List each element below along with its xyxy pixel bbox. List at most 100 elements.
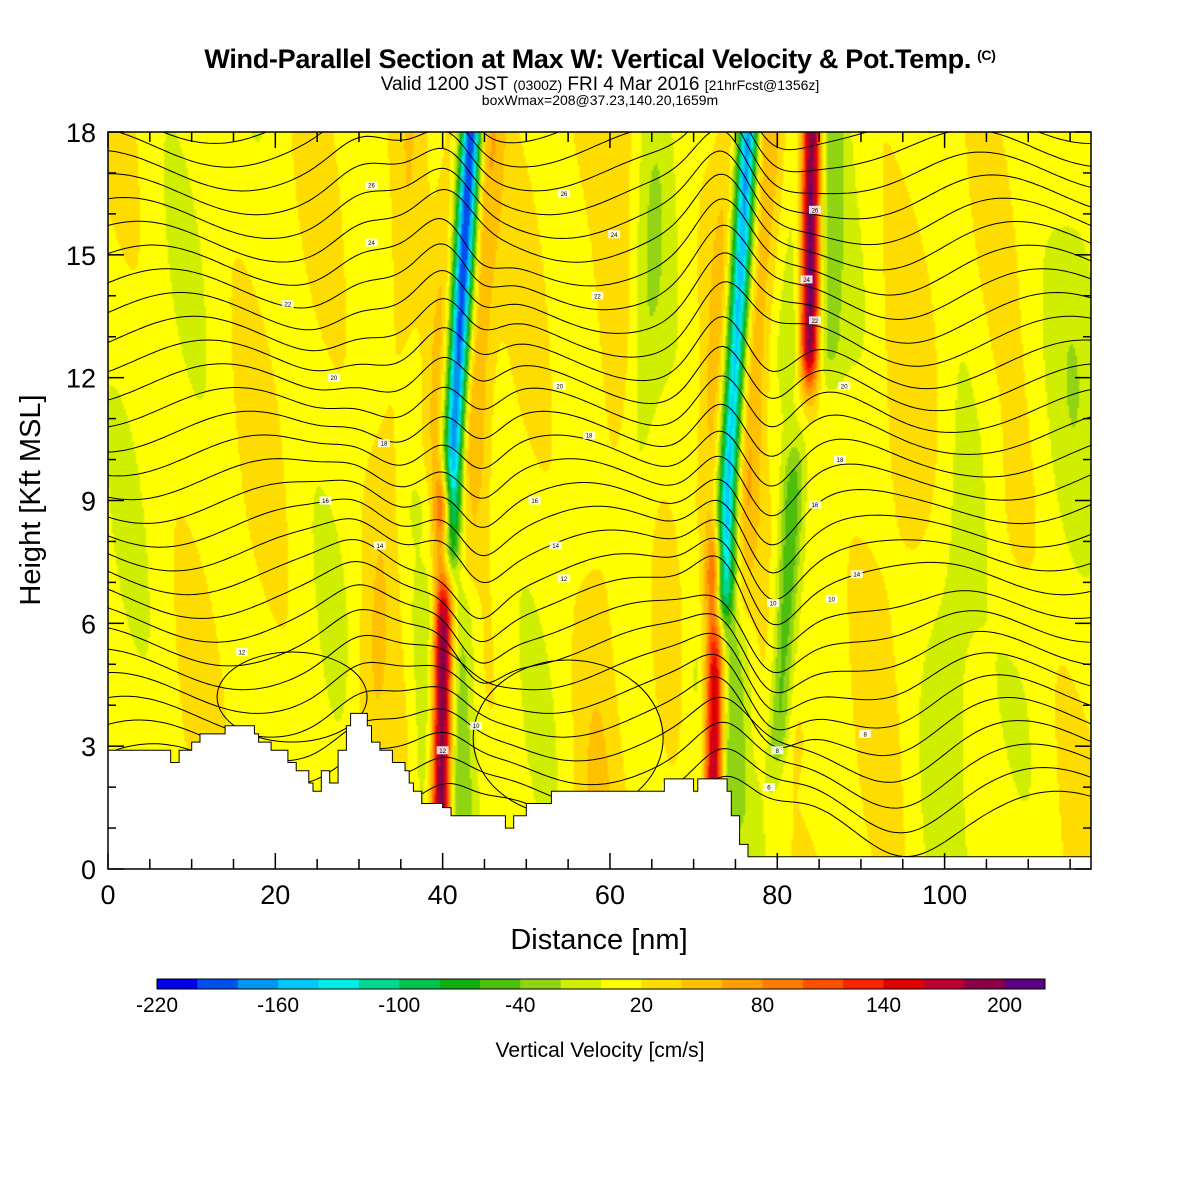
isentrope-line: [108, 173, 1091, 271]
isentrope-line: [108, 316, 1091, 390]
chart-subtitle: Valid 1200 JST (0300Z) FRI 4 Mar 2016 [2…: [380, 74, 820, 95]
isentrope-label: 20: [838, 381, 851, 390]
svg-text:8: 8: [863, 732, 867, 738]
isentrope-line: [108, 632, 1091, 713]
isentrope-line: [108, 537, 1091, 626]
svg-text:16: 16: [812, 503, 819, 509]
colorbar-swatch: [439, 979, 481, 989]
isentrope-label: 20: [327, 373, 340, 382]
isentrope-line: [108, 281, 1091, 367]
isentrope-label: 22: [591, 291, 604, 300]
svg-text:26: 26: [368, 184, 375, 190]
colorbar-swatch: [641, 979, 683, 989]
colorbar-swatch: [157, 979, 198, 989]
colorbar-tick-label: 80: [751, 994, 774, 1017]
colorbar-labels: -220 -160 -100 -40 20 80 140 200: [136, 994, 1022, 1017]
isentrope-line: [108, 518, 1091, 601]
isentrope-line: [108, 478, 1091, 546]
y-axis-label: Height [Kft MSL]: [15, 394, 47, 605]
isentrope-labels: 26 24 26 24 26 24 22 22 22 20 20 20 18 18 18 16 16 16 14 14…: [235, 181, 872, 792]
axis-ticks: [107, 131, 1091, 870]
isentrope-line: [108, 455, 1091, 517]
isentrope-label: 26: [365, 181, 378, 190]
svg-text:12: 12: [561, 577, 568, 583]
svg-text:16: 16: [322, 499, 329, 505]
isentrope-label: 12: [235, 647, 248, 656]
colorbar-swatch: [762, 979, 804, 989]
isentrope-label: 10: [825, 594, 838, 603]
svg-text:10: 10: [828, 597, 835, 603]
colorbar-swatch: [479, 979, 521, 989]
colorbar-swatch: [399, 979, 441, 989]
x-tick-label: 20: [260, 880, 290, 910]
isentrope-label: 8: [859, 729, 872, 738]
svg-text:12: 12: [439, 749, 446, 755]
svg-text:26: 26: [561, 192, 568, 198]
isentrope-label: 14: [850, 570, 863, 579]
colorbar-tick-label: 200: [987, 994, 1022, 1017]
colorbar-swatch: [843, 979, 885, 989]
svg-text:22: 22: [812, 319, 819, 325]
isentrope-line: [116, 132, 1091, 173]
svg-text:24: 24: [368, 241, 375, 247]
x-tick-label: 60: [595, 880, 625, 910]
isentrope-label: 22: [281, 299, 294, 308]
isentrope-line: [108, 150, 1091, 246]
colorbar-swatch: [560, 979, 602, 989]
isentrope-label: 24: [608, 230, 621, 239]
isentrope-label: 26: [808, 205, 821, 214]
x-tick-label: 0: [100, 880, 115, 910]
isentrope-line: [108, 430, 1091, 487]
svg-text:10: 10: [770, 601, 777, 607]
isentrope-label: 26: [557, 189, 570, 198]
y-tick-label: 6: [81, 609, 96, 639]
colorbar-tick-label: -160: [257, 994, 299, 1017]
isentrope-line: [108, 498, 1091, 574]
chart-boxline: boxWmax=208@37.23,140.20,1659m: [481, 92, 719, 108]
svg-text:22: 22: [285, 302, 292, 308]
isentrope-closed: [216, 651, 368, 743]
isentrope-label: 18: [583, 430, 596, 439]
isentrope-label: 24: [800, 275, 813, 284]
svg-text:18: 18: [586, 433, 593, 439]
colorbar-swatch: [237, 979, 279, 989]
isentrope-label: 16: [319, 496, 332, 505]
colorbar-title: Vertical Velocity [cm/s]: [496, 1039, 705, 1062]
isentrope-line: [108, 403, 1091, 457]
colorbar-swatch: [883, 979, 925, 989]
svg-text:18: 18: [837, 458, 844, 464]
isentrope-line: [108, 132, 1091, 220]
y-tick-label: 9: [81, 487, 96, 517]
svg-text:10: 10: [473, 724, 480, 730]
isentrope-label: 6: [762, 783, 775, 792]
isentrope-line: [108, 224, 1091, 321]
isentrope-label: 8: [771, 746, 784, 755]
isentrope-label: 18: [378, 439, 391, 448]
x-tick-label: 80: [762, 880, 792, 910]
colorbar-swatch: [722, 979, 763, 989]
colorbar-swatch: [601, 979, 642, 989]
colorbar-swatch: [681, 979, 723, 989]
isentrope-label: 12: [557, 574, 570, 583]
x-tick-label: 100: [922, 880, 967, 910]
svg-text:16: 16: [531, 499, 538, 505]
colorbar-swatch: [923, 979, 965, 989]
y-tick-label: 18: [66, 118, 96, 148]
svg-text:24: 24: [803, 278, 810, 284]
isentrope-line: [108, 584, 1091, 674]
svg-text:20: 20: [331, 376, 338, 382]
copyright-mark: (C): [977, 47, 996, 63]
isentrope-label: 16: [808, 500, 821, 509]
isentrope-label: 22: [808, 316, 821, 325]
colorbar-swatch: [520, 979, 562, 989]
isentrope-line: [108, 132, 1091, 195]
colorbar-tick-label: -100: [378, 994, 420, 1017]
isentrope-line: [108, 653, 1091, 731]
colorbar-swatch: [197, 979, 239, 989]
colorbar-swatch: [318, 979, 360, 989]
isentrope-label: 12: [436, 746, 449, 755]
colorbar: [156, 978, 1046, 990]
x-tick-labels: 0 20 40 60 80 100: [100, 880, 967, 910]
colorbar-tick-label: 20: [630, 994, 653, 1017]
